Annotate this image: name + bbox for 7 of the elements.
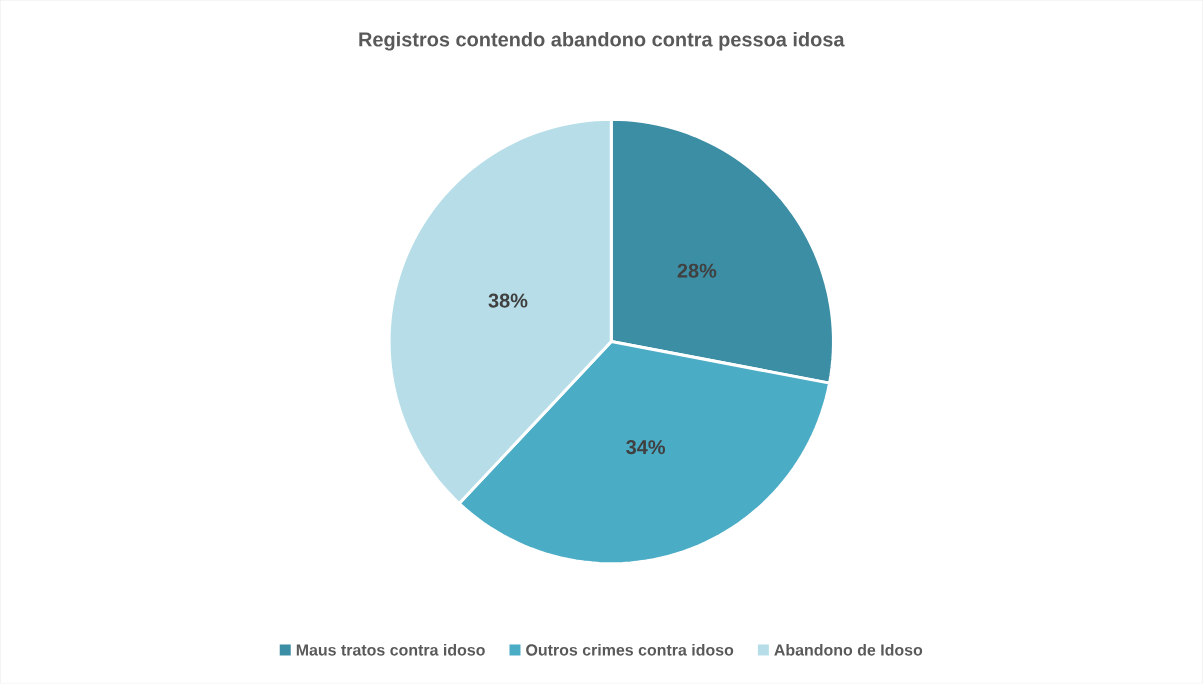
chart-title: Registros contendo abandono contra pessoa idosa xyxy=(359,32,845,51)
data-label: 34% xyxy=(626,440,666,455)
data-label: 38% xyxy=(488,293,528,308)
legend-label: Outros crimes contra idoso xyxy=(526,644,734,656)
legend-label: Maus tratos contra idoso xyxy=(296,644,485,656)
data-label: 28% xyxy=(677,263,717,278)
legend-label: Abandono de Idoso xyxy=(774,644,923,656)
